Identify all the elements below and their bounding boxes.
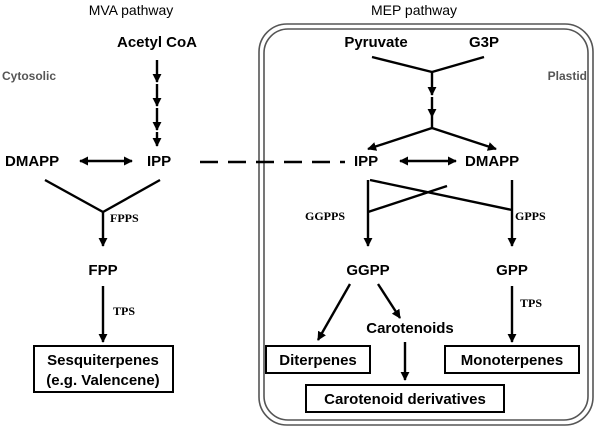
- plastid-label: Plastid: [548, 69, 587, 83]
- cytosolic-label: Cytosolic: [2, 69, 56, 83]
- mep-pathway-header: MEP pathway: [371, 2, 457, 18]
- pyruvate-node: Pyruvate: [344, 34, 407, 51]
- diterpenes-label: Diterpenes: [279, 352, 357, 369]
- dmapp-to-ggpps-line: [368, 186, 447, 212]
- sesquiterpenes-example-label: (e.g. Valencene): [46, 372, 159, 389]
- mva-pathway-header: MVA pathway: [89, 2, 174, 18]
- ggpps-enzyme-label: GGPPS: [305, 209, 345, 223]
- carotenoids-node: Carotenoids: [366, 320, 454, 337]
- dmapp-plastid-node: DMAPP: [465, 153, 519, 170]
- dmapp-to-fpps-line: [45, 180, 103, 212]
- tps-right-enzyme-label: TPS: [520, 296, 542, 310]
- tps-left-enzyme-label: TPS: [113, 304, 135, 318]
- ipp-plastid-node: IPP: [354, 153, 378, 170]
- gpps-enzyme-label: GPPS: [515, 209, 546, 223]
- carotenoid-derivatives-label: Carotenoid derivatives: [324, 391, 486, 408]
- sesquiterpenes-label: Sesquiterpenes: [47, 352, 159, 369]
- ggpp-node: GGPP: [346, 262, 389, 279]
- ipp-cytosol-node: IPP: [147, 153, 171, 170]
- mep-to-dmapp-arrow: [432, 128, 496, 149]
- g3p-merge-line: [432, 57, 484, 72]
- ipp-to-fpps-line: [103, 180, 160, 212]
- dmapp-cytosol-node: DMAPP: [5, 153, 59, 170]
- g3p-node: G3P: [469, 34, 499, 51]
- acetyl-coa-node: Acetyl CoA: [117, 34, 197, 51]
- fpp-node: FPP: [88, 262, 117, 279]
- ggpp-to-carotenoids-arrow: [378, 284, 400, 318]
- ggpp-to-diterpenes-arrow: [318, 284, 350, 340]
- mep-to-ipp-arrow: [368, 128, 432, 149]
- monoterpenes-label: Monoterpenes: [461, 352, 564, 369]
- gpp-node: GPP: [496, 262, 528, 279]
- pyruvate-merge-line: [372, 57, 432, 72]
- fpps-enzyme-label: FPPS: [110, 211, 139, 225]
